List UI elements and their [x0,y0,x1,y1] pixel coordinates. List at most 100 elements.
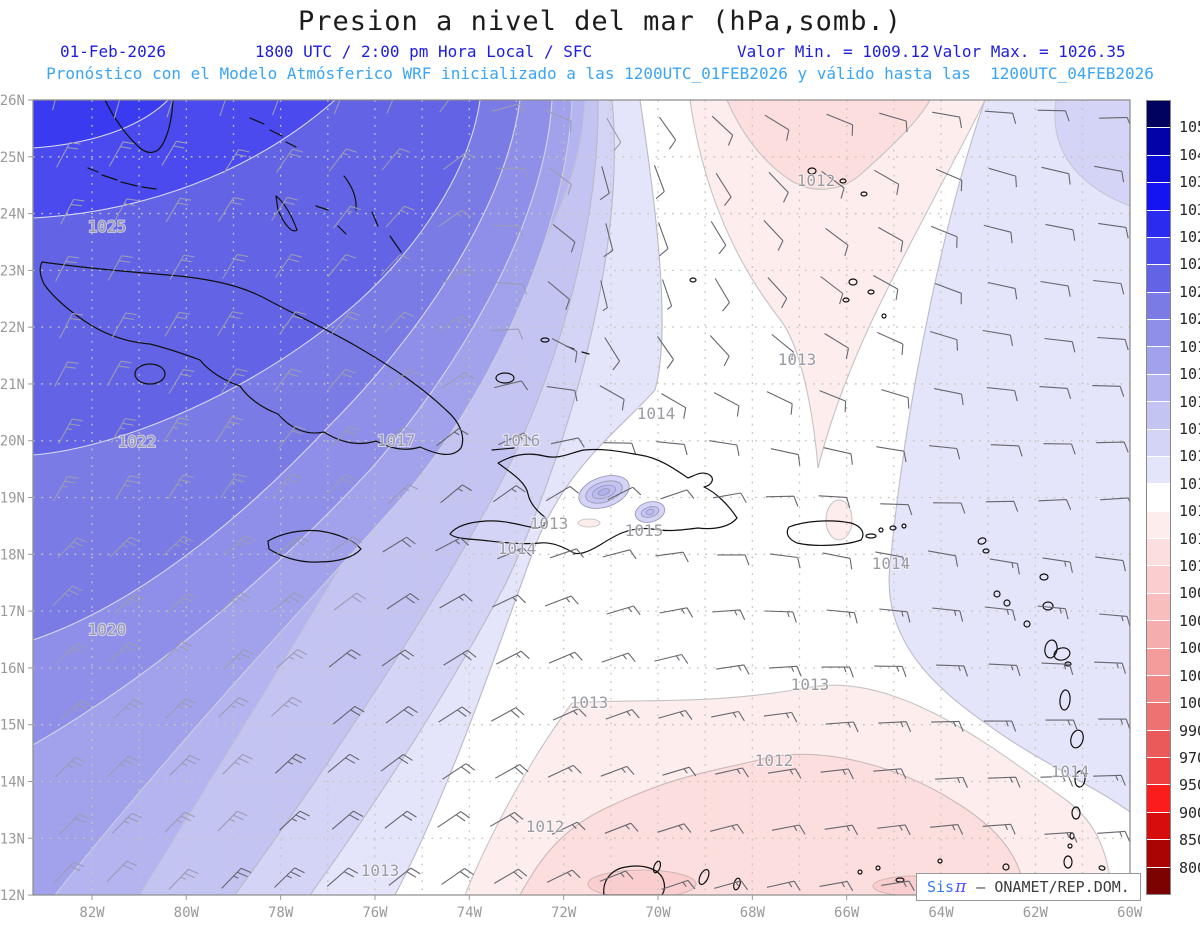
lon-label: 68W [740,905,766,921]
wind-barb [551,338,578,363]
forecast-time-line: 1800 UTC / 2:00 pm Hora Local / SFC [255,42,593,61]
wind-barb [821,170,845,199]
wind-barb [333,100,341,115]
island [848,278,858,286]
wind-barb [380,753,413,772]
wind-barb [497,547,531,560]
colorbar-cell [1147,674,1170,703]
wind-barb [1037,109,1070,122]
island [689,277,697,283]
wind-barb [1038,499,1072,511]
colorbar-value: 1019 [1179,337,1200,356]
wind-barb [603,442,636,454]
wind-barb [1037,605,1069,620]
colorbar-cell [1147,401,1170,429]
wind-barb [274,867,305,888]
wind-barb [113,593,145,615]
pressure-blob [825,499,853,541]
lat-label: 16N [0,661,25,677]
island [1098,865,1106,871]
valor-max-label: Valor Max. = 1026.35 [933,42,1126,61]
colorbar-cell [1147,866,1170,894]
wind-barb [490,811,524,827]
wind-barb [438,706,472,723]
wind-barb [437,315,471,332]
colorbar-value: 990 [1179,721,1200,740]
contour-label: 1013 [530,514,569,533]
wind-barb [874,169,900,196]
wind-barb [58,418,83,444]
wind-barb [59,813,90,835]
coastline [603,865,666,895]
wind-barb [436,428,469,447]
contour-label: 1015 [625,521,664,540]
wind-barb [495,764,529,779]
colorbar-value: 1018 [1179,365,1200,384]
island [1053,647,1071,661]
coastline [371,211,379,227]
contour-label: 1013 [778,350,817,369]
coastline [581,351,590,355]
island [1039,573,1049,581]
wind-barb [874,665,907,677]
colorbar-value: 1013 [1179,502,1200,521]
wind-barb [600,765,635,777]
contour-label: 1014 [498,539,537,558]
wind-barb [607,486,642,501]
wind-barb [713,492,747,503]
coastline [39,261,464,455]
wind-barb [989,558,1020,575]
coastline [449,448,738,555]
wind-barb [443,152,476,170]
wind-barb [54,861,85,883]
wind-barb [599,870,634,882]
wind-barb [710,823,744,834]
wind-barb [936,664,969,677]
wind-barb [764,114,790,141]
wind-barb [498,432,532,446]
wind-barb [654,653,689,664]
wind-barb [661,879,696,890]
wind-barb [272,592,304,612]
lon-label: 64W [928,905,954,921]
island [698,868,710,886]
wind-barb [601,652,636,663]
colorbar-value: 800 [1179,858,1200,877]
wind-barb [657,336,674,369]
colorbar-cell [1147,101,1170,128]
wind-barb [56,142,81,168]
wind-barb [54,361,79,387]
wind-barb [879,112,908,133]
wind-barb [168,868,199,890]
wind-barb [765,495,799,507]
pressure-blob [587,869,697,895]
wind-barb [387,483,419,505]
wind-barb [380,254,411,276]
wind-barb [662,766,697,777]
wind-barb [1093,279,1125,295]
wind-barb [932,607,964,622]
wind-barb [763,711,798,723]
wind-barb [439,100,450,113]
wind-barb [442,267,476,284]
wind-barb [1043,443,1076,455]
coastline [285,141,297,148]
wind-barb [984,110,1017,124]
lat-label: 19N [0,491,25,507]
wind-barb [982,823,1016,835]
colorbar-value: 1002 [1179,666,1200,685]
wind-barb [876,446,907,463]
wind-barb [162,536,194,557]
wind-barb [492,485,526,503]
wind-barb [279,311,307,335]
wind-barb [714,880,749,891]
wind-barb [549,548,584,559]
island [1074,770,1086,788]
wind-barb [710,221,727,255]
wind-barb [332,205,361,229]
wind-barb [661,279,673,310]
island [839,178,847,184]
wind-barb [717,554,750,566]
